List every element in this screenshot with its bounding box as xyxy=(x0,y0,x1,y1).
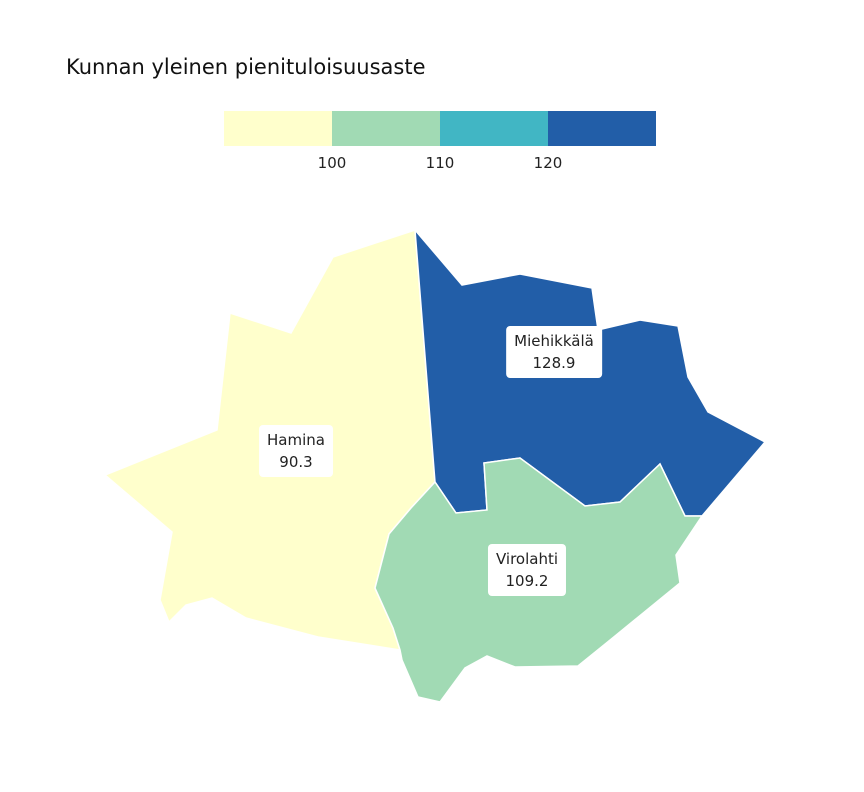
region-value: 90.3 xyxy=(279,453,313,471)
region-value: 109.2 xyxy=(505,572,549,590)
legend-tick-100: 100 xyxy=(317,154,347,172)
label-virolahti: Virolahti 109.2 xyxy=(487,544,567,596)
label-miehikkala: Miehikkälä 128.9 xyxy=(506,326,602,378)
legend-tick-120: 120 xyxy=(533,154,563,172)
legend-segment-3 xyxy=(440,111,548,146)
color-legend xyxy=(224,111,656,146)
legend-segment-2 xyxy=(332,111,440,146)
region-name: Virolahti xyxy=(495,550,559,568)
map-title: Kunnan yleinen pienituloisuusaste xyxy=(66,55,426,79)
region-name: Hamina xyxy=(267,431,325,449)
legend-tick-110: 110 xyxy=(425,154,455,172)
legend-segment-4 xyxy=(548,111,656,146)
label-hamina: Hamina 90.3 xyxy=(259,425,333,477)
region-name: Miehikkälä xyxy=(514,332,594,350)
legend-segment-1 xyxy=(224,111,332,146)
region-value: 128.9 xyxy=(532,354,576,372)
